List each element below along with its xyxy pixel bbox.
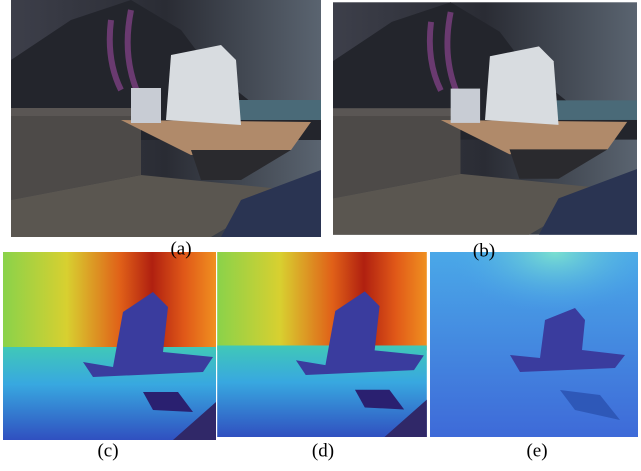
caption: (e) bbox=[526, 440, 547, 461]
image-d bbox=[217, 252, 427, 437]
image-b bbox=[333, 2, 637, 234]
caption: (b) bbox=[473, 240, 495, 261]
caption: (c) bbox=[97, 440, 118, 461]
caption: (d) bbox=[312, 440, 334, 461]
figure: (a) (b) (c) (d) (e) bbox=[0, 0, 641, 466]
caption: (a) bbox=[170, 238, 191, 259]
image-a bbox=[11, 0, 321, 237]
image-e bbox=[430, 252, 638, 437]
image-c bbox=[3, 252, 216, 440]
